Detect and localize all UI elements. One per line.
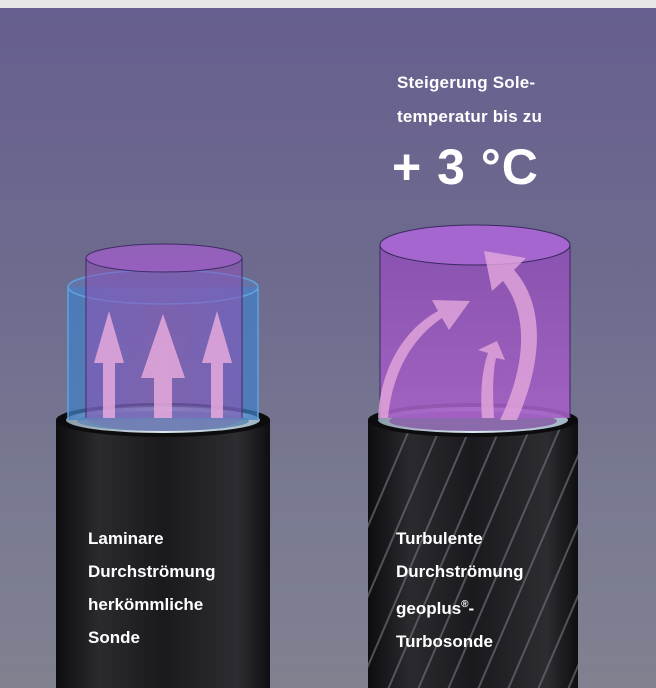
illustration-stage: Steigerung Sole- temperatur bis zu + 3 °… — [0, 8, 656, 688]
left-caption-line: Sonde — [88, 628, 140, 647]
right-fluid-column — [379, 224, 571, 418]
left-caption-line: herkömmliche — [88, 595, 204, 614]
registered-trademark: ® — [461, 599, 469, 610]
right-caption-line: geoplus®- — [396, 588, 524, 625]
swirl-flow-arrow-icon — [378, 251, 537, 420]
left-caption-line: Laminare — [88, 529, 164, 548]
right-caption-line: Durchströmung — [396, 562, 524, 581]
right-probe-caption: Turbulente Durchströmung geoplus®- Turbo… — [396, 522, 524, 658]
claim-line-2: temperatur bis zu — [397, 107, 543, 126]
right-caption-line: Turbulente — [396, 529, 483, 548]
probe-illustration — [56, 224, 578, 688]
claim-line-1: Steigerung Sole- — [397, 73, 536, 92]
product-name: geoplus — [396, 599, 462, 618]
upward-flow-arrow-icon — [94, 311, 232, 418]
claim-value: + 3 °C — [392, 139, 539, 195]
hyphen: - — [468, 599, 475, 618]
right-caption-line: Turbosonde — [396, 632, 493, 651]
left-caption-line: Durchströmung — [88, 562, 216, 581]
left-probe-caption: Laminare Durchströmung herkömmliche Sond… — [88, 522, 216, 654]
